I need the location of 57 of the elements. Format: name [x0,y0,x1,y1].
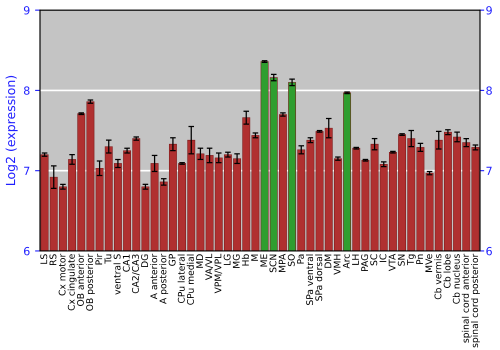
x-tick-label: SPa dorsal [315,254,322,301]
x-tick-label: Cx motor [58,254,66,296]
x-tick-label: RS [49,254,56,266]
x-tick-label: Hb [242,254,249,266]
y2-tick-label: 9 [486,6,492,15]
x-tick-label: Arc [342,254,350,269]
x-tick-label: A posterior [159,254,168,304]
x-tick-label: MVe [425,254,432,272]
x-tick-label: Cb nucleus [452,254,460,304]
x-tick-label: ventral S [113,254,121,295]
x-tick-label: CPu medial [186,254,194,305]
y2-tick-label: 6 [486,246,492,256]
x-tick-label: MD [196,254,203,268]
x-tick-label: LH [352,254,359,265]
x-tick-label: LG [224,254,231,266]
y-tick-label: 7 [24,166,30,175]
x-tick-label: spinal cord posterior [470,254,480,348]
x-tick-label: IC [379,254,386,262]
x-tick-label: Tu [104,254,112,264]
y-axis-title: Log2 (expression) [6,76,18,186]
x-tick-label: Cb vermis [434,254,442,300]
y2-tick-label: 7 [486,166,492,175]
x-tick-label: M [251,254,258,261]
x-tick-label: Pa [297,254,304,264]
x-tick-label: VPM/VPL [214,254,222,294]
x-tick-label: ME [260,254,268,267]
x-tick-label: CA1 [122,254,130,272]
x-tick-label: CPu lateral [178,254,185,304]
y-tick-label: 8 [24,86,30,95]
x-tick-label: OB anterior [76,254,84,306]
x-tick-label: LS [40,254,48,264]
x-tick-label: SN [398,254,405,266]
x-tick-label: VTA [388,254,396,272]
x-tick-label: CA2/CA3 [132,254,140,294]
x-tick-label: MG [232,254,240,268]
x-tick-label: OB posterior [86,254,95,311]
x-tick-label: SPa ventral [306,254,314,305]
x-tick-label: SO [288,254,295,266]
x-tick-label: VMH [334,254,340,275]
x-tick-label: SCN [269,254,276,272]
x-tick-label: DM [324,254,332,268]
x-tick-label: GP [168,254,176,266]
x-tick-label: PAG [361,254,368,271]
y2-tick-label: 8 [486,86,492,95]
x-tick-label: Cb lobe [443,254,451,288]
x-tick-label: DG [141,254,148,267]
y-tick-label: 6 [24,246,30,256]
x-tick-label: spinal cord anterior [462,254,471,343]
x-tick-label: Pir [95,254,102,264]
x-tick-label: Tg [407,254,416,266]
y-tick-label: 9 [24,6,30,15]
x-tick-label: MPA [278,254,286,272]
x-tick-label: SC [370,254,378,266]
x-tick-label: VA/VL [205,254,213,280]
x-tick-label: A anterior [150,254,158,300]
x-tick-label: Cx cingulate [68,254,77,310]
x-tick-label: Pn [416,254,423,264]
